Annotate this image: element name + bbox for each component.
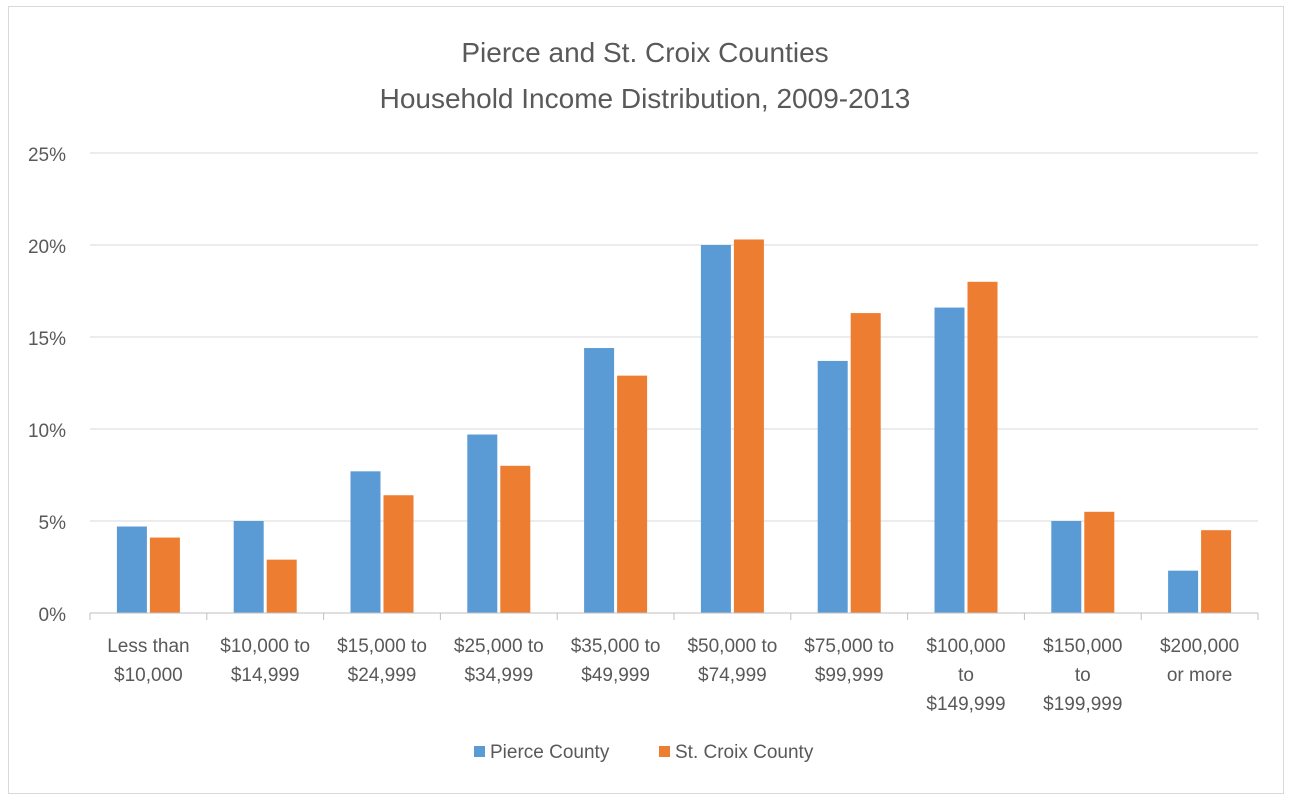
x-tick-label: $75,000 to $99,999 <box>804 636 894 686</box>
x-tick-label: $10,000 to $14,999 <box>220 636 310 686</box>
x-tick-label-line: to <box>958 665 974 686</box>
bar-pierce-county-7 <box>934 307 965 613</box>
x-tick-label-line: $100,000 <box>926 636 1005 657</box>
x-tick-label-line: $150,000 <box>1043 636 1122 657</box>
x-tick-label-line: $25,000 to <box>454 636 544 657</box>
x-tick-label-line: or more <box>1167 665 1232 686</box>
x-tick-label-line: to <box>1075 665 1091 686</box>
chart-title: Pierce and St. Croix Counties Household … <box>380 37 911 114</box>
x-tick-label-line: $24,999 <box>348 665 417 686</box>
x-tick-label: $200,000 or more <box>1160 636 1239 686</box>
bar-st-croix-county-8 <box>1084 511 1115 613</box>
bar-st-croix-county-1 <box>266 559 297 613</box>
bar-st-croix-county-4 <box>617 375 648 613</box>
bar-pierce-county-9 <box>1168 570 1199 613</box>
x-tick-label-line: $15,000 to <box>337 636 427 657</box>
bar-st-croix-county-7 <box>967 281 998 613</box>
x-tick-label-line: $10,000 to <box>220 636 310 657</box>
x-tick-label: $15,000 to $24,999 <box>337 636 427 686</box>
y-tick-label: 25% <box>28 145 66 166</box>
x-tick-label-line: Less than <box>107 636 189 657</box>
x-tick-label: Less than $10,000 <box>107 636 189 686</box>
x-tick-label-line: $34,999 <box>464 665 533 686</box>
legend-swatch <box>474 746 485 757</box>
y-tick-label: 5% <box>39 513 67 534</box>
bar-pierce-county-4 <box>584 348 615 613</box>
x-tick-label-line: $10,000 <box>114 665 183 686</box>
y-tick-label: 20% <box>28 237 66 258</box>
x-tick-label-line: $200,000 <box>1160 636 1239 657</box>
x-tick-label-line: $75,000 to <box>804 636 894 657</box>
bar-st-croix-county-5 <box>733 239 764 614</box>
legend: Pierce County St. Croix County <box>474 742 814 763</box>
chart-title-line-2: Household Income Distribution, 2009-2013 <box>380 83 911 114</box>
legend-label: Pierce County <box>490 742 610 763</box>
bar-pierce-county-6 <box>817 360 848 613</box>
x-tick-label: $35,000 to $49,999 <box>571 636 661 686</box>
x-tick-label: $100,000 to $149,999 <box>926 636 1005 715</box>
x-tick-label-line: $149,999 <box>926 694 1005 715</box>
x-tick-label-line: $74,999 <box>698 665 767 686</box>
bar-pierce-county-0 <box>116 526 147 613</box>
legend-swatch <box>659 746 670 757</box>
bar-pierce-county-2 <box>350 471 381 613</box>
x-tick-label: $25,000 to $34,999 <box>454 636 544 686</box>
gridlines <box>90 152 1258 522</box>
y-tick-label: 0% <box>39 605 67 626</box>
x-tick-label-line: $50,000 to <box>687 636 777 657</box>
x-tick-label: $50,000 to $74,999 <box>687 636 777 686</box>
bars <box>116 239 1232 614</box>
x-axis: Less than $10,000 $10,000 to $14,999 $15,000… <box>89 612 1259 715</box>
chart-title-line-1: Pierce and St. Croix Counties <box>461 37 828 68</box>
y-tick-label: 15% <box>28 329 66 350</box>
bar-st-croix-county-6 <box>850 313 881 613</box>
legend-label: St. Croix County <box>675 742 814 763</box>
bar-pierce-county-5 <box>700 245 731 613</box>
x-tick-label-line: $14,999 <box>231 665 300 686</box>
y-axis: 0% 5% 10% 15% 20% 25% <box>28 145 66 626</box>
bar-st-croix-county-3 <box>500 465 531 613</box>
bar-st-croix-county-9 <box>1201 530 1232 613</box>
bar-pierce-county-8 <box>1051 521 1082 613</box>
x-tick-label: $150,000 to $199,999 <box>1043 636 1122 715</box>
x-tick-label-line: $99,999 <box>815 665 884 686</box>
bar-st-croix-county-0 <box>149 537 180 613</box>
bar-pierce-county-1 <box>233 521 264 613</box>
x-tick-label-line: $35,000 to <box>571 636 661 657</box>
x-tick-label-line: $49,999 <box>581 665 650 686</box>
bar-pierce-county-3 <box>467 434 498 613</box>
x-tick-label-line: $199,999 <box>1043 694 1122 715</box>
bar-st-croix-county-2 <box>383 495 414 613</box>
y-tick-label: 10% <box>28 421 66 442</box>
